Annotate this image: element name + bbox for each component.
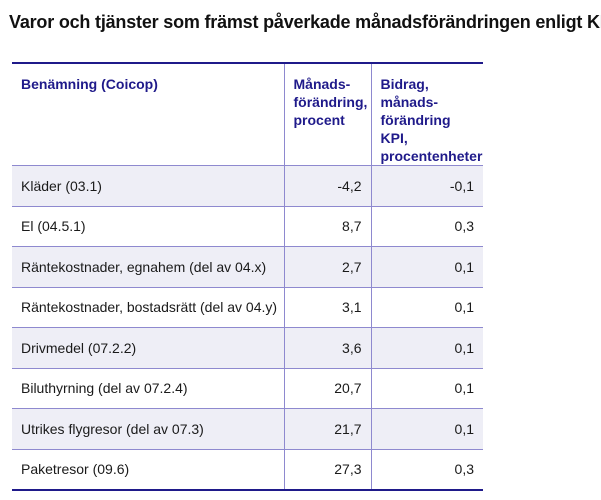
cell-contribution: 0,1 bbox=[370, 327, 483, 368]
column-header-name: Benämning (Coicop) bbox=[12, 63, 284, 166]
table-row: Utrikes flygresor (del av 07.3) 21,7 0,1 bbox=[12, 408, 483, 449]
cell-name: El (04.5.1) bbox=[21, 218, 86, 235]
table-row: Räntekostnader, bostadsrätt (del av 04.y… bbox=[12, 287, 483, 328]
table-row: Räntekostnader, egnahem (del av 04.x) 2,… bbox=[12, 246, 483, 287]
cell-contribution: 0,1 bbox=[370, 408, 483, 449]
cell-contribution: 0,3 bbox=[370, 449, 483, 490]
cell-contribution: -0,1 bbox=[370, 165, 483, 206]
cell-name: Biluthyrning (del av 07.2.4) bbox=[21, 380, 188, 397]
table-row: Paketresor (09.6) 27,3 0,3 bbox=[12, 449, 483, 490]
table-row: Kläder (03.1) -4,2 -0,1 bbox=[12, 165, 483, 206]
table-header-row: Benämning (Coicop) Månads-förändring, pr… bbox=[12, 63, 483, 166]
cell-contribution: 0,3 bbox=[370, 206, 483, 247]
column-header-change-label: Månads-förändring, procent bbox=[293, 76, 368, 128]
column-header-contribution: Bidrag, månads-förändring KPI, procenten… bbox=[370, 63, 483, 166]
cell-name: Utrikes flygresor (del av 07.3) bbox=[21, 420, 204, 437]
cell-change: 27,3 bbox=[283, 449, 371, 490]
cell-contribution: 0,1 bbox=[370, 368, 483, 409]
column-header-contribution-label: Bidrag, månads-förändring KPI, procenten… bbox=[380, 76, 483, 164]
cell-contribution: 0,1 bbox=[370, 287, 483, 328]
cell-contribution: 0,1 bbox=[370, 246, 483, 287]
cell-name: Räntekostnader, egnahem (del av 04.x) bbox=[21, 258, 267, 275]
cell-change: 8,7 bbox=[283, 206, 371, 247]
cell-change: 3,1 bbox=[283, 287, 371, 328]
table-row: Drivmedel (07.2.2) 3,6 0,1 bbox=[12, 327, 483, 368]
column-header-name-label: Benämning (Coicop) bbox=[21, 76, 158, 92]
table-row: El (04.5.1) 8,7 0,3 bbox=[12, 206, 483, 247]
table-row: Biluthyrning (del av 07.2.4) 20,7 0,1 bbox=[12, 368, 483, 409]
cell-change: -4,2 bbox=[283, 165, 371, 206]
cell-name: Paketresor (09.6) bbox=[21, 461, 130, 477]
cell-change: 3,6 bbox=[283, 327, 371, 368]
kpi-table: Benämning (Coicop) Månads-förändring, pr… bbox=[12, 62, 483, 491]
page-title: Varor och tjänster som främst påverkade … bbox=[9, 12, 601, 32]
cell-change: 21,7 bbox=[283, 408, 371, 449]
cell-change: 2,7 bbox=[283, 246, 371, 287]
cell-name: Drivmedel (07.2.2) bbox=[21, 339, 137, 356]
cell-change: 20,7 bbox=[283, 368, 371, 409]
cell-name: Räntekostnader, bostadsrätt (del av 04.y… bbox=[21, 299, 278, 316]
cell-name: Kläder (03.1) bbox=[21, 177, 102, 194]
column-header-change: Månads-förändring, procent bbox=[283, 63, 371, 166]
